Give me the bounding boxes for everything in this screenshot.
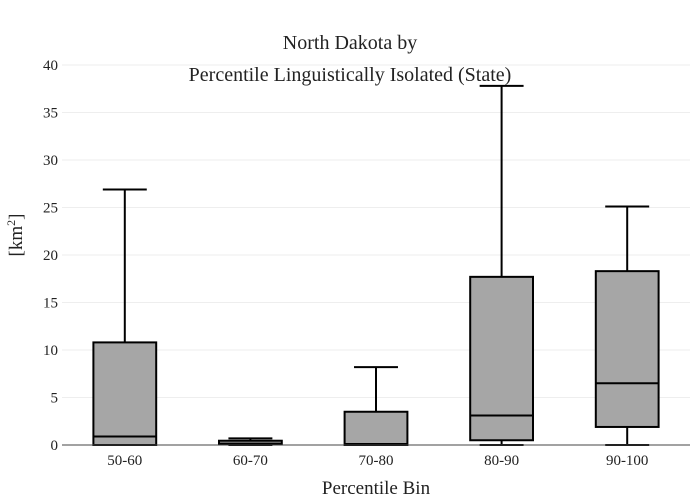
x-tick-label: 50-60 bbox=[107, 453, 142, 469]
box-60-70 bbox=[218, 437, 283, 446]
y-axis-title-base: [km bbox=[6, 226, 27, 257]
y-tick-label: 30 bbox=[43, 153, 58, 169]
y-tick-label: 10 bbox=[43, 343, 58, 359]
x-tick-labels: 50-60 60-70 70-80 80-90 90-100 bbox=[107, 453, 648, 469]
box-50-60 bbox=[92, 188, 158, 446]
y-tick-labels: 0 5 10 15 20 25 30 35 40 bbox=[43, 58, 58, 454]
y-tick-label: 40 bbox=[43, 58, 58, 74]
x-axis-title: Percentile Bin bbox=[322, 478, 431, 499]
box-80-90 bbox=[469, 84, 535, 446]
chart-title-line-1: North Dakota by bbox=[283, 32, 417, 54]
box-70-80 bbox=[343, 366, 409, 446]
box-iqr bbox=[469, 275, 535, 442]
y-tick-label: 25 bbox=[43, 201, 58, 217]
x-tick-label: 80-90 bbox=[484, 453, 519, 469]
gridlines bbox=[62, 64, 690, 398]
y-axis-title-superscript: 2 bbox=[4, 220, 18, 226]
box-iqr bbox=[594, 270, 660, 428]
y-tick-label: 35 bbox=[43, 106, 58, 122]
y-tick-label: 0 bbox=[51, 438, 59, 454]
y-tick-label: 15 bbox=[43, 296, 58, 312]
box-iqr bbox=[92, 341, 158, 446]
y-tick-label: 20 bbox=[43, 248, 58, 264]
box-90-100 bbox=[594, 205, 660, 446]
x-tick-label: 60-70 bbox=[233, 453, 268, 469]
x-tick-label: 70-80 bbox=[359, 453, 394, 469]
y-tick-label: 5 bbox=[51, 391, 59, 407]
y-axis-title: [km2] bbox=[4, 214, 27, 257]
box-iqr bbox=[343, 410, 409, 446]
chart-title-line-2: Percentile Linguistically Isolated (Stat… bbox=[189, 64, 512, 86]
x-tick-label: 90-100 bbox=[606, 453, 649, 469]
box-series bbox=[92, 84, 660, 446]
y-axis-title-close: ] bbox=[6, 214, 27, 220]
